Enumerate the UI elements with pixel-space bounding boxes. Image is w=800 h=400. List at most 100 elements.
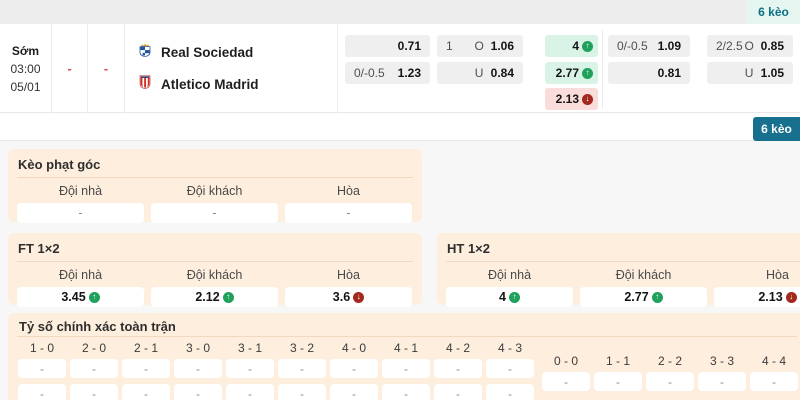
home-team[interactable]: Real Sociedad xyxy=(137,43,253,61)
score-odds-cell[interactable]: - xyxy=(750,372,798,391)
score-odds-cell[interactable]: - xyxy=(174,359,222,378)
odds-down-icon xyxy=(353,291,365,303)
ht-away-odds-cell[interactable]: 2.77 xyxy=(580,287,707,307)
keo-count-badge[interactable]: 6 kèo xyxy=(747,0,800,24)
ft-draw-odds-cell[interactable]: 3.6 xyxy=(285,287,412,307)
score-column: 4 - 3 - - xyxy=(486,341,534,400)
match-footer-row: 6 kèo xyxy=(0,113,800,141)
odds-1x2-draw[interactable]: 2.13 xyxy=(545,88,598,110)
score-column: 2 - 1 - - xyxy=(122,341,170,400)
odds-up-icon xyxy=(222,291,234,303)
score-odds-cell[interactable]: - xyxy=(646,372,694,391)
odds-over-under-ft-row2[interactable]: U 0.84 xyxy=(437,62,523,84)
odds-up-icon xyxy=(651,291,663,303)
score-odds-cell[interactable]: - xyxy=(122,384,170,400)
header-away: Đội khách xyxy=(615,268,672,282)
score-odds-cell[interactable]: - xyxy=(698,372,746,391)
odds-up-icon xyxy=(88,291,100,303)
score-odds-cell[interactable]: - xyxy=(486,384,534,400)
ht-home-odds-cell[interactable]: 4 xyxy=(446,287,573,307)
corner-panel-title: Kèo phạt góc xyxy=(18,157,101,172)
corner-home-cell[interactable]: - xyxy=(17,203,144,223)
odds-up-icon xyxy=(508,291,520,303)
score-odds-cell[interactable]: - xyxy=(226,384,274,400)
odds-handicap-ft-row1[interactable]: 0.71 xyxy=(345,35,430,57)
keo-count-button[interactable]: 6 kèo xyxy=(753,117,800,141)
ht-draw-odds-cell[interactable]: 2.13 xyxy=(714,287,800,307)
odds-down-icon xyxy=(582,93,593,105)
score-column: 3 - 1 - - xyxy=(226,341,274,400)
score-column: 2 - 2 - xyxy=(646,354,694,391)
score-odds-cell[interactable]: - xyxy=(278,384,326,400)
away-team-name[interactable]: Atletico Madrid xyxy=(161,76,259,92)
match-kickoff-time: 03:00 xyxy=(10,61,41,76)
odds-down-icon xyxy=(785,291,797,303)
score-column: 1 - 0 - - xyxy=(18,341,66,400)
score-odds-cell[interactable]: - xyxy=(434,384,482,400)
away-team-logo-icon xyxy=(137,74,153,95)
odds-1x2-home[interactable]: 4 xyxy=(545,35,598,57)
odds-over-under-ht-row1[interactable]: 2/2.5 O 0.85 xyxy=(707,35,793,57)
ft-panel-title: FT 1×2 xyxy=(18,241,60,256)
score-odds-cell[interactable]: - xyxy=(594,372,642,391)
correct-score-title: Tỷ số chính xác toàn trận xyxy=(19,319,176,334)
corner-headers: Đội nhà Đội khách Hòa xyxy=(17,184,413,198)
win-score-columns: 1 - 0 - - 2 - 0 - - 2 - 1 - - 3 - 0 - - … xyxy=(18,341,534,400)
score-odds-cell[interactable]: - xyxy=(226,359,274,378)
score-odds-cell[interactable]: - xyxy=(382,359,430,378)
correct-score-panel: Tỷ số chính xác toàn trận 1 - 0 - - 2 - … xyxy=(8,313,800,400)
score-column: 4 - 0 - - xyxy=(330,341,378,400)
score-odds-cell[interactable]: - xyxy=(174,384,222,400)
corner-draw-cell[interactable]: - xyxy=(285,203,412,223)
score-odds-cell[interactable]: - xyxy=(486,359,534,378)
ft-1x2-panel: FT 1×2 Đội nhà Đội khách Hòa 3.45 2.12 3… xyxy=(8,233,422,307)
ft-home-odds-cell[interactable]: 3.45 xyxy=(17,287,144,307)
score-column: 3 - 3 - xyxy=(698,354,746,391)
score-column: 1 - 1 - xyxy=(594,354,642,391)
top-strip xyxy=(0,0,800,24)
odds-handicap-ft-row2[interactable]: 0/-0.5 1.23 xyxy=(345,62,430,84)
score-odds-cell[interactable]: - xyxy=(70,384,118,400)
score-odds-cell[interactable]: - xyxy=(70,359,118,378)
away-team[interactable]: Atletico Madrid xyxy=(137,75,259,93)
odds-over-under-ht-row2[interactable]: U 1.05 xyxy=(707,62,793,84)
score-odds-cell[interactable]: - xyxy=(278,359,326,378)
panel-divider xyxy=(17,336,797,337)
score-odds-cell[interactable]: - xyxy=(330,384,378,400)
corner-odds-panel: Kèo phạt góc Đội nhà Đội khách Hòa - - - xyxy=(8,149,422,223)
ht-headers: Đội nhà Đội khách Hòa xyxy=(446,268,800,282)
score-column: 4 - 4 - xyxy=(750,354,798,391)
score-odds-cell[interactable]: - xyxy=(382,384,430,400)
match-ht-score-placeholder: - xyxy=(88,24,125,113)
odds-handicap-ht-row1[interactable]: 0/-0.5 1.09 xyxy=(608,35,690,57)
odds-up-icon xyxy=(582,40,593,52)
odds-handicap-ht-row2[interactable]: 0.81 xyxy=(608,62,690,84)
score-odds-cell[interactable]: - xyxy=(18,359,66,378)
header-away: Đội khách xyxy=(186,268,243,282)
home-team-logo-icon xyxy=(137,42,153,63)
ht-panel-title: HT 1×2 xyxy=(447,241,490,256)
match-teams: Real Sociedad Atletico Madrid xyxy=(125,24,338,113)
score-column: 3 - 2 - - xyxy=(278,341,326,400)
match-score-placeholder: - xyxy=(52,24,88,113)
ft-headers: Đội nhà Đội khách Hòa xyxy=(17,268,413,282)
odds-1x2-away[interactable]: 2.77 xyxy=(545,62,598,84)
odds-up-icon xyxy=(582,67,593,79)
score-odds-cell[interactable]: - xyxy=(434,359,482,378)
score-odds-cell[interactable]: - xyxy=(18,384,66,400)
home-team-name[interactable]: Real Sociedad xyxy=(161,44,254,60)
header-home: Đội nhà xyxy=(58,268,103,282)
score-column: 4 - 2 - - xyxy=(434,341,482,400)
match-time: Sớm 03:00 05/01 xyxy=(0,24,52,113)
score-odds-cell[interactable]: - xyxy=(122,359,170,378)
score-odds-cell[interactable]: - xyxy=(330,359,378,378)
score-column: 3 - 0 - - xyxy=(174,341,222,400)
header-draw: Hòa xyxy=(766,268,789,282)
ft-away-odds-cell[interactable]: 2.12 xyxy=(151,287,278,307)
score-odds-cell[interactable]: - xyxy=(542,372,590,391)
odds-over-under-ft-row1[interactable]: 1 O 1.06 xyxy=(437,35,523,57)
corner-away-cell[interactable]: - xyxy=(151,203,278,223)
score-column: 0 - 0 - xyxy=(542,354,590,391)
header-home: Đội nhà xyxy=(487,268,532,282)
match-day-label: Sớm xyxy=(11,43,40,58)
